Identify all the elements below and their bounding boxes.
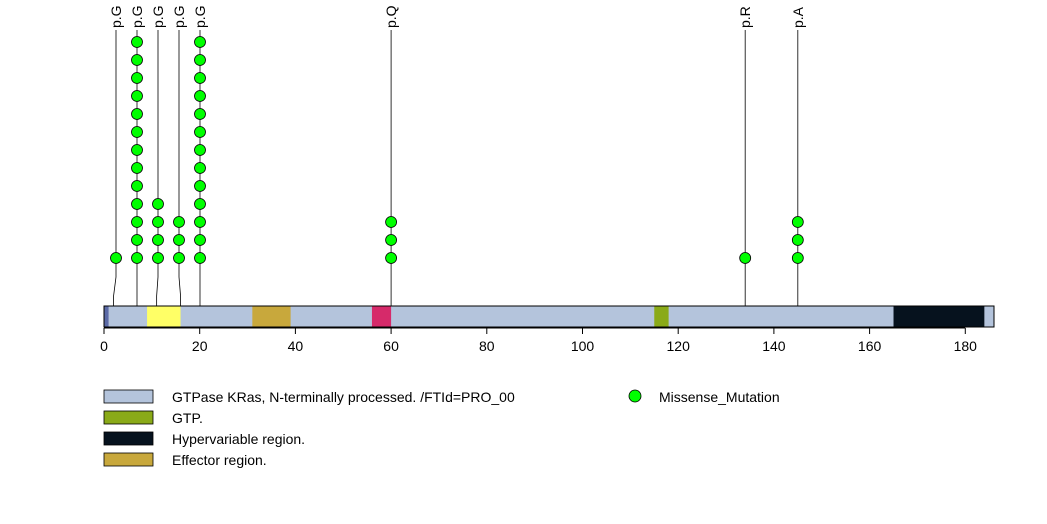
mutation-dot — [194, 252, 206, 264]
mutation-dot — [152, 198, 164, 210]
domain-2 — [147, 306, 181, 327]
tick-label: 60 — [383, 338, 399, 354]
mutation-label: p.R — [737, 6, 753, 28]
legend-label: GTP. — [172, 410, 203, 426]
tick-label: 100 — [571, 338, 595, 354]
tick-label: 140 — [762, 338, 786, 354]
mutation-label: p.G — [108, 5, 124, 28]
protein-outline — [103, 305, 995, 328]
mutation-label: p.G — [150, 5, 166, 28]
mutation-dot — [131, 90, 143, 102]
mutation-dot — [739, 252, 752, 264]
mutation-label: p.G — [192, 5, 208, 28]
legend-swatch — [103, 389, 154, 404]
mutation-dot — [194, 108, 206, 120]
mutation-dot — [194, 144, 206, 156]
domain-5 — [654, 306, 669, 327]
domain-0 — [104, 306, 109, 327]
mutation-dot — [194, 162, 206, 174]
mutation-dot — [194, 234, 206, 246]
legend-label: GTPase KRas, N-terminally processed. /FT… — [172, 389, 515, 405]
mutation-dot — [173, 252, 185, 264]
mutation-dot — [194, 72, 206, 84]
tick-label: 120 — [667, 338, 691, 354]
mutation-dots — [110, 36, 804, 264]
legend-swatch — [103, 431, 154, 446]
mutation-dot — [194, 180, 206, 192]
mutation-dot — [194, 54, 206, 66]
mutation-stems — [113, 30, 799, 306]
domain-6 — [893, 306, 985, 327]
mutation-label: p.A — [790, 6, 806, 28]
tick-label: 20 — [192, 338, 208, 354]
mutation-dot — [131, 180, 143, 192]
mutation-dot — [131, 36, 143, 48]
mutation-dot — [194, 126, 206, 138]
tick-label: 40 — [288, 338, 304, 354]
mutation-dot — [152, 216, 164, 228]
mutation-dot — [385, 216, 397, 228]
mutation-dot — [131, 234, 143, 246]
legend-swatch — [103, 452, 154, 467]
domain-1 — [108, 306, 894, 327]
stem-2 — [156, 30, 159, 306]
mutation-dot — [791, 216, 804, 228]
mutation-dot — [194, 216, 206, 228]
mutation-dot — [791, 234, 804, 246]
mutation-dot — [385, 252, 397, 264]
mutation-label: p.Q — [383, 5, 399, 28]
mutation-dot — [131, 162, 143, 174]
mutation-label: p.G — [171, 5, 187, 28]
mutation-dot — [131, 198, 143, 210]
legend-label: Missense_Mutation — [659, 389, 780, 405]
mutation-dot — [131, 54, 143, 66]
mutation-dot — [131, 126, 143, 138]
legend: GTPase KRas, N-terminally processed. /FT… — [103, 389, 780, 468]
mutation-dot — [194, 90, 206, 102]
tick-label: 160 — [858, 338, 882, 354]
tick-label: 180 — [954, 338, 978, 354]
x-axis: 0 20 40 60 80 100 120 140 160 180 — [100, 327, 978, 354]
mutation-dot — [131, 108, 143, 120]
tick-label: 80 — [479, 338, 495, 354]
stem-3 — [178, 30, 181, 306]
mutation-dot — [173, 234, 185, 246]
mutation-dot — [152, 252, 164, 264]
mutation-dot — [791, 252, 804, 264]
legend-label: Effector region. — [172, 452, 267, 468]
domain-4 — [371, 306, 392, 327]
mutation-dot — [385, 234, 397, 246]
mutation-dot — [152, 234, 164, 246]
mutation-dot — [194, 36, 206, 48]
domain-3 — [252, 306, 291, 327]
mutation-labels: p.G p.G p.G p.G p.G p.Q p.R p.A — [108, 5, 806, 28]
mutation-dot — [194, 198, 206, 210]
legend-label: Hypervariable region. — [172, 431, 305, 447]
stem-0 — [113, 30, 117, 306]
mutation-dot — [131, 252, 143, 264]
protein-bar — [103, 305, 995, 328]
mutation-dot — [110, 252, 122, 264]
legend-swatch — [103, 410, 154, 425]
mutation-dot — [131, 72, 143, 84]
mutation-dot — [131, 144, 143, 156]
legend-mutation-dot — [628, 389, 642, 403]
mutation-dot — [131, 216, 143, 228]
mutation-dot — [173, 216, 185, 228]
tick-label: 0 — [100, 338, 108, 354]
domain-7 — [984, 306, 994, 327]
mutation-label: p.G — [129, 5, 145, 28]
